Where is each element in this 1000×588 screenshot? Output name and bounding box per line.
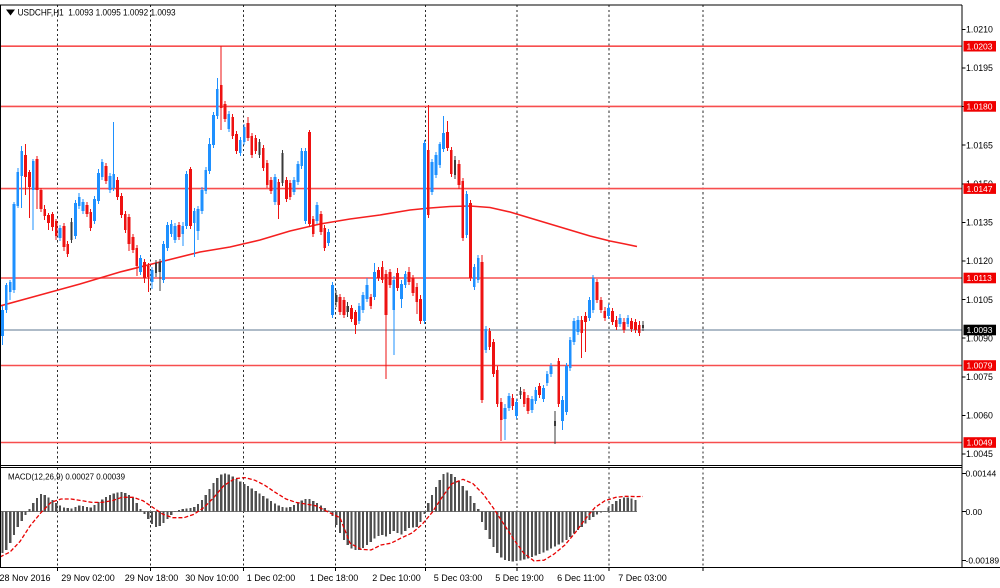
svg-text:1.0120: 1.0120 xyxy=(966,256,993,266)
svg-text:0.00: 0.00 xyxy=(966,507,983,517)
svg-text:0.00144: 0.00144 xyxy=(966,469,997,479)
svg-text:5 Dec 19:00: 5 Dec 19:00 xyxy=(495,573,544,583)
svg-text:1.0060: 1.0060 xyxy=(966,411,993,421)
svg-text:1.0113: 1.0113 xyxy=(967,273,993,283)
svg-text:1.0165: 1.0165 xyxy=(966,140,993,150)
svg-text:MACD(12,26,9) 0.00027 0.00039: MACD(12,26,9) 0.00027 0.00039 xyxy=(8,472,125,482)
svg-text:1.0075: 1.0075 xyxy=(966,372,993,382)
svg-text:6 Dec 11:00: 6 Dec 11:00 xyxy=(557,573,605,583)
svg-text:2 Dec 10:00: 2 Dec 10:00 xyxy=(372,573,421,583)
svg-text:1.0180: 1.0180 xyxy=(967,102,993,112)
svg-text:29 Nov 18:00: 29 Nov 18:00 xyxy=(125,573,179,583)
svg-text:1 Dec 18:00: 1 Dec 18:00 xyxy=(310,573,359,583)
svg-text:1 Dec 02:00: 1 Dec 02:00 xyxy=(247,573,296,583)
svg-text:1.0210: 1.0210 xyxy=(966,25,993,35)
svg-text:-0.00189: -0.00189 xyxy=(966,556,1000,566)
svg-text:USDCHF,H1 1.0093 1.0095 1.009: USDCHF,H1 1.0093 1.0095 1.0092 1.0093 xyxy=(18,8,176,18)
svg-text:1.0195: 1.0195 xyxy=(966,63,993,73)
svg-text:28 Nov 2016: 28 Nov 2016 xyxy=(0,573,51,583)
svg-text:1.0105: 1.0105 xyxy=(966,295,993,305)
svg-text:1.0093: 1.0093 xyxy=(967,325,993,335)
svg-text:1.0135: 1.0135 xyxy=(966,218,993,228)
svg-text:1.0090: 1.0090 xyxy=(966,333,993,343)
svg-text:1.0203: 1.0203 xyxy=(967,41,993,51)
svg-text:1.0147: 1.0147 xyxy=(967,184,993,194)
svg-text:1.0049: 1.0049 xyxy=(967,438,993,448)
svg-text:29 Nov 02:00: 29 Nov 02:00 xyxy=(61,573,115,583)
svg-text:5 Dec 03:00: 5 Dec 03:00 xyxy=(434,573,483,583)
svg-text:1.0045: 1.0045 xyxy=(966,449,993,459)
svg-text:7 Dec 03:00: 7 Dec 03:00 xyxy=(618,573,667,583)
svg-text:1.0079: 1.0079 xyxy=(967,361,993,371)
svg-text:30 Nov 10:00: 30 Nov 10:00 xyxy=(185,573,239,583)
